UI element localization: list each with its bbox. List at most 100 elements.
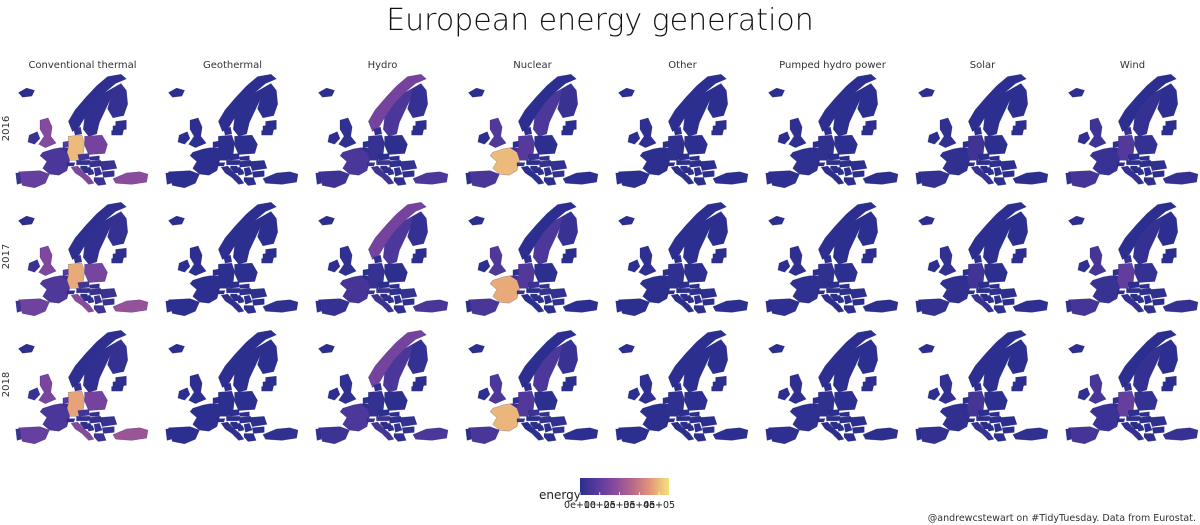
region-lt <box>262 257 274 263</box>
region-pt <box>466 173 471 184</box>
region-pt <box>616 429 621 440</box>
region-sk <box>240 412 249 417</box>
region-sk <box>990 284 999 289</box>
region-lv <box>263 125 277 131</box>
region-cz <box>978 409 990 416</box>
map-pumped-hydro-power-2016 <box>766 74 898 188</box>
region-tr <box>113 172 148 185</box>
region-ch <box>667 163 675 166</box>
region-tr <box>1163 428 1198 441</box>
region-dk <box>824 127 832 135</box>
region-es <box>18 299 49 316</box>
region-fr <box>940 148 970 176</box>
region-cz <box>828 281 840 288</box>
region-tr <box>563 428 598 441</box>
region-dk <box>974 127 982 135</box>
region-it <box>1121 294 1144 312</box>
region-ch <box>67 163 75 166</box>
region-rs <box>544 423 552 432</box>
region-at <box>226 416 240 421</box>
region-ie <box>178 260 190 273</box>
region-es <box>918 299 949 316</box>
region-se <box>683 88 713 136</box>
region-ie <box>628 132 640 145</box>
region-dk <box>1124 383 1132 391</box>
region-rs <box>1144 295 1152 304</box>
region-fr <box>190 276 220 304</box>
region-fi <box>408 339 428 373</box>
region-tr <box>1013 428 1048 441</box>
region-es <box>1068 171 1099 188</box>
region-fi <box>408 211 428 245</box>
region-fr <box>640 404 670 432</box>
region-lv <box>113 125 127 131</box>
region-ro <box>399 416 417 426</box>
region-sk <box>1140 284 1149 289</box>
region-ie <box>478 260 490 273</box>
region-pt <box>916 173 921 184</box>
row-label-2017: 2017 <box>1 244 12 269</box>
region-ch <box>667 419 675 422</box>
region-es <box>318 427 349 444</box>
region-bg <box>402 299 414 306</box>
region-ro <box>999 288 1017 298</box>
region-dk <box>1124 127 1132 135</box>
region-ch <box>67 291 75 294</box>
region-fr <box>40 148 70 176</box>
region-uk <box>339 246 357 276</box>
region-it <box>521 294 544 312</box>
region-sk <box>1140 156 1149 161</box>
region-lv <box>413 125 427 131</box>
region-fr <box>940 404 970 432</box>
facet-label-conventional-thermal: Conventional thermal <box>28 60 136 71</box>
region-it <box>221 422 244 440</box>
region-ba <box>87 170 94 176</box>
region-is <box>1068 88 1084 97</box>
region-is <box>168 216 184 225</box>
region-se <box>1133 344 1163 392</box>
facet-label-nuclear: Nuclear <box>513 60 552 71</box>
region-lt <box>1012 129 1024 135</box>
region-bg <box>102 171 114 178</box>
region-uk <box>1089 246 1107 276</box>
region-uk <box>339 118 357 148</box>
region-pl <box>385 263 408 283</box>
region-cz <box>78 153 90 160</box>
region-cz <box>678 281 690 288</box>
region-se <box>83 216 113 264</box>
region-uk <box>789 118 807 148</box>
region-ro <box>699 288 717 298</box>
region-lv <box>1013 125 1027 131</box>
region-bg <box>252 299 264 306</box>
region-lt <box>1162 385 1174 391</box>
region-lv <box>1163 253 1177 259</box>
region-sk <box>690 284 699 289</box>
region-tr <box>413 300 448 313</box>
region-at <box>76 288 90 293</box>
region-fi <box>108 83 128 117</box>
region-bg <box>402 171 414 178</box>
region-bg <box>1152 171 1164 178</box>
region-pt <box>16 173 21 184</box>
region-se <box>383 344 413 392</box>
region-gr <box>394 178 406 186</box>
region-ch <box>1117 163 1125 166</box>
region-at <box>676 160 690 165</box>
region-cz <box>528 409 540 416</box>
region-ba <box>987 298 994 304</box>
region-lt <box>862 129 874 135</box>
region-lv <box>1013 381 1027 387</box>
region-is <box>168 344 184 353</box>
region-fr <box>490 148 520 176</box>
region-ch <box>517 419 525 422</box>
region-fi <box>108 211 128 245</box>
region-pt <box>916 429 921 440</box>
map-other-2018 <box>616 330 748 444</box>
region-tr <box>713 172 748 185</box>
region-fr <box>1090 404 1120 432</box>
region-lv <box>263 381 277 387</box>
region-ch <box>517 163 525 166</box>
region-bg <box>252 427 264 434</box>
row-label-2018: 2018 <box>1 372 12 397</box>
region-pl <box>1135 135 1158 155</box>
